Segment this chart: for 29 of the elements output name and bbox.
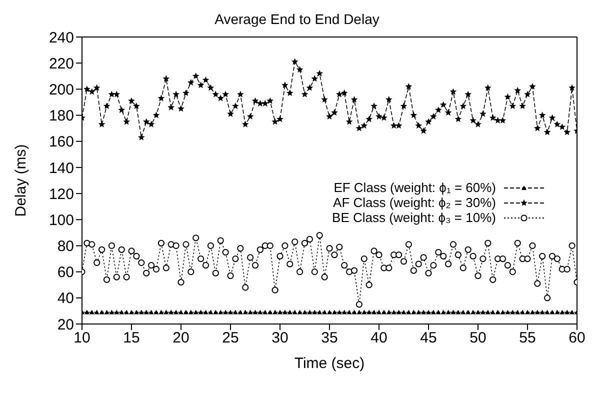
- y-tick-label: 80: [57, 238, 74, 256]
- y-tick-label: 20: [57, 316, 74, 334]
- x-axis-title: Time (sec): [294, 355, 365, 372]
- y-tick-label: 160: [48, 134, 74, 151]
- chart-title: Average End to End Delay: [214, 10, 380, 29]
- y-tick-label: 120: [48, 186, 74, 203]
- y-axis-title: Delay (ms): [12, 144, 30, 217]
- y-tick-label: 140: [48, 160, 74, 177]
- legend-label: AF Class (weight: ϕ₂ = 30%): [333, 195, 496, 210]
- y-tick-label: 60: [57, 264, 74, 282]
- x-tick-label: 15: [123, 330, 140, 347]
- x-tick-label: 50: [470, 330, 486, 347]
- x-tick-label: 55: [519, 330, 536, 347]
- x-tick-label: 60: [568, 330, 586, 347]
- x-tick-label: 10: [74, 330, 90, 347]
- y-tick-label: 220: [48, 55, 74, 72]
- x-tick-label: 30: [272, 330, 288, 347]
- x-tick-label: 20: [172, 330, 190, 347]
- y-tick-label: 40: [57, 290, 74, 308]
- legend-label: EF Class (weight: ϕ₁ = 60%): [334, 180, 496, 195]
- x-tick-label: 35: [321, 330, 338, 347]
- x-tick-label: 40: [370, 330, 388, 347]
- y-tick-label: 180: [48, 108, 74, 125]
- x-tick-label: 25: [222, 330, 239, 347]
- legend-label: BE Class (weight: ϕ₃ = 10%): [332, 210, 496, 225]
- y-tick-label: 240: [48, 29, 74, 46]
- y-tick-label: 200: [48, 82, 74, 99]
- y-tick-label: 100: [48, 212, 74, 229]
- x-tick-label: 45: [420, 330, 437, 347]
